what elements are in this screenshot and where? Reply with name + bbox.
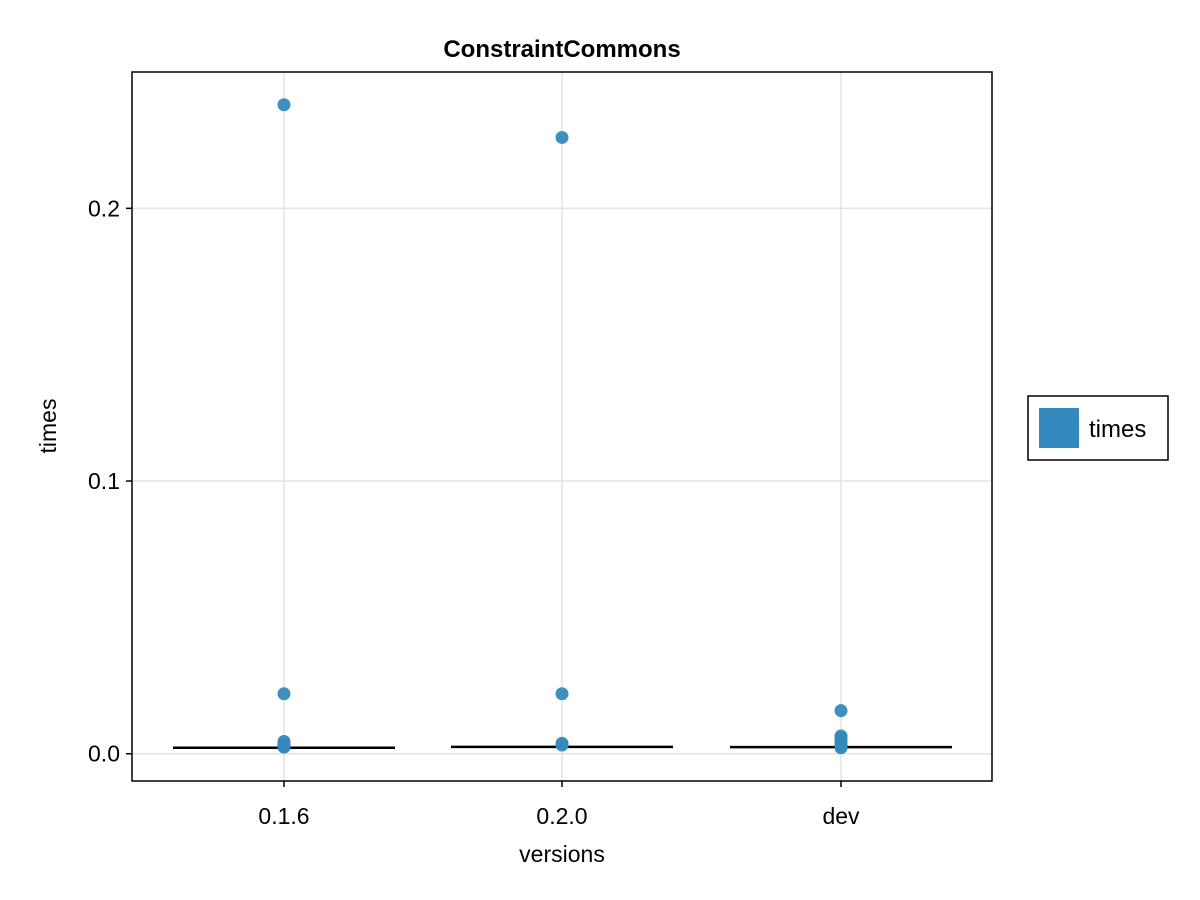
x-tick-label: 0.2.0 (536, 803, 587, 829)
data-point (834, 741, 848, 755)
legend-label: times (1089, 416, 1146, 443)
data-point (834, 704, 848, 718)
x-tick-label: 0.1.6 (258, 803, 309, 829)
data-point (277, 98, 291, 112)
y-axis-label: times (35, 399, 61, 454)
grid-layer (132, 72, 992, 781)
point-layer (277, 98, 848, 755)
tick-layer: 0.0 0.1 0.2 0.1.6 0.2.0 dev (88, 195, 860, 829)
y-tick-label: 0.2 (88, 195, 120, 221)
legend: times (1027, 395, 1169, 461)
y-tick-label: 0.1 (88, 468, 120, 494)
y-tick-label: 0.0 (88, 741, 120, 767)
data-point (277, 740, 291, 754)
data-point (277, 687, 291, 701)
chart-title: ConstraintCommons (443, 36, 680, 63)
data-point (555, 687, 569, 701)
x-tick-label: dev (822, 803, 860, 829)
data-point (555, 738, 569, 752)
legend-swatch (1039, 408, 1079, 448)
x-axis-label: versions (519, 841, 605, 867)
data-point (555, 130, 569, 144)
